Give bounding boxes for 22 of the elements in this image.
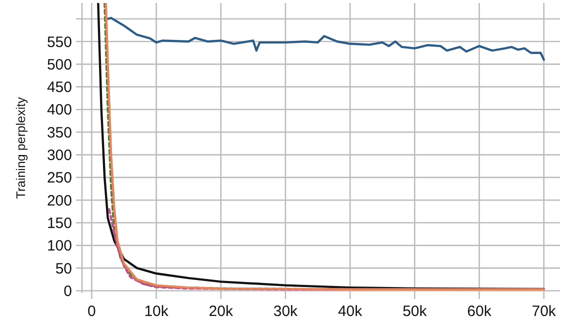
line-series (106, 16, 545, 61)
y-tick-label: 200 (46, 192, 72, 210)
x-tick-label: 40k (338, 303, 363, 320)
y-tick-label: 0 (64, 282, 72, 300)
y-tick-label: 300 (46, 147, 72, 164)
x-tick-label: 20k (208, 303, 234, 320)
y-tick-label: 150 (46, 215, 72, 232)
y-tick-label: 100 (46, 238, 72, 255)
y-tick-label: 50 (55, 260, 72, 278)
x-tick-label: 60k (467, 303, 492, 320)
x-tick-label: 70k (532, 303, 556, 320)
x-tick-label: 0 (88, 303, 96, 320)
y-tick-label: 250 (46, 170, 72, 187)
x-tick-label: 10k (144, 303, 169, 320)
y-tick-label: 500 (46, 56, 72, 74)
y-tick-label: 450 (46, 79, 72, 96)
y-tick-label: 350 (46, 124, 72, 142)
x-tick-label: 30k (273, 303, 298, 320)
y-axis-title: Training perplexity (14, 96, 28, 199)
x-tick-label: 50k (402, 303, 428, 320)
y-tick-label: 550 (46, 34, 72, 51)
y-tick-label: 400 (46, 102, 72, 119)
